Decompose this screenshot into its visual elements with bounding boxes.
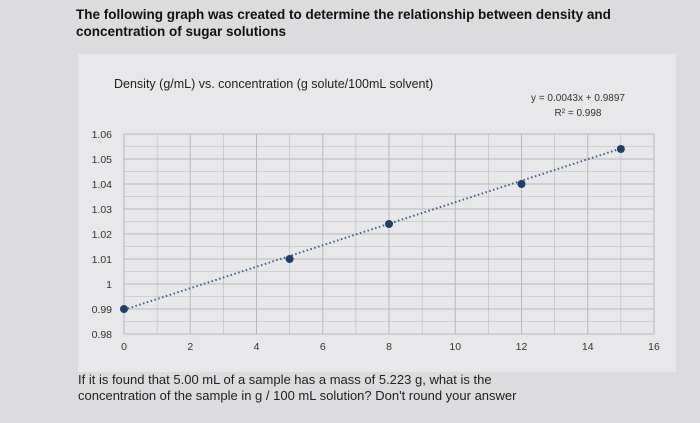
data-points xyxy=(120,145,625,313)
y-tick-label: 1.04 xyxy=(92,179,113,191)
footer-line-2: concentration of the sample in g / 100 m… xyxy=(78,388,517,403)
y-tick-label: 1.03 xyxy=(92,204,113,216)
trendline-line xyxy=(123,147,622,311)
x-tick-label: 6 xyxy=(320,341,326,353)
x-tick-label: 12 xyxy=(516,341,528,353)
trendline-r-squared: R² = 0.998 xyxy=(555,108,602,119)
y-tick-label: 0.98 xyxy=(92,329,113,341)
chart-container: Density (g/mL) vs. concentration (g solu… xyxy=(78,54,676,372)
data-point xyxy=(385,220,393,228)
chart-title: Density (g/mL) vs. concentration (g solu… xyxy=(114,77,433,91)
x-tick-label: 2 xyxy=(187,341,193,353)
data-point xyxy=(616,145,625,153)
y-tick-label: 1.05 xyxy=(92,154,113,166)
x-tick-label: 10 xyxy=(449,341,461,353)
density-chart: Density (g/mL) vs. concentration (g solu… xyxy=(92,77,660,353)
x-tick-label: 16 xyxy=(648,341,660,353)
y-tick-label: 1 xyxy=(106,279,112,291)
trendline xyxy=(123,147,622,311)
x-tick-label: 4 xyxy=(254,341,260,353)
y-tick-label: 1.06 xyxy=(92,129,113,141)
x-axis-ticks: 0 2 4 6 8 10 12 14 16 xyxy=(121,341,660,353)
question-header: The following graph was created to deter… xyxy=(76,6,676,40)
y-tick-label: 1.01 xyxy=(92,254,113,266)
y-tick-label: 1.02 xyxy=(92,229,113,241)
data-point xyxy=(517,180,526,188)
x-tick-label: 14 xyxy=(582,341,594,353)
y-axis-ticks: 0.98 0.99 1 1.01 1.02 1.03 1.04 1.05 1.06 xyxy=(92,129,113,341)
header-line-1: The following graph was created to deter… xyxy=(76,7,611,22)
question-footer: If it is found that 5.00 mL of a sample … xyxy=(78,372,638,404)
footer-line-1: If it is found that 5.00 mL of a sample … xyxy=(78,372,492,387)
data-point xyxy=(120,305,128,313)
x-tick-label: 8 xyxy=(386,341,392,353)
header-line-2: concentration of sugar solutions xyxy=(76,24,287,39)
grid-lines xyxy=(123,133,655,335)
trendline-equation: y = 0.0043x + 0.9897 xyxy=(531,93,625,104)
data-point xyxy=(285,255,294,263)
x-tick-label: 0 xyxy=(121,341,127,353)
y-tick-label: 0.99 xyxy=(92,304,113,316)
